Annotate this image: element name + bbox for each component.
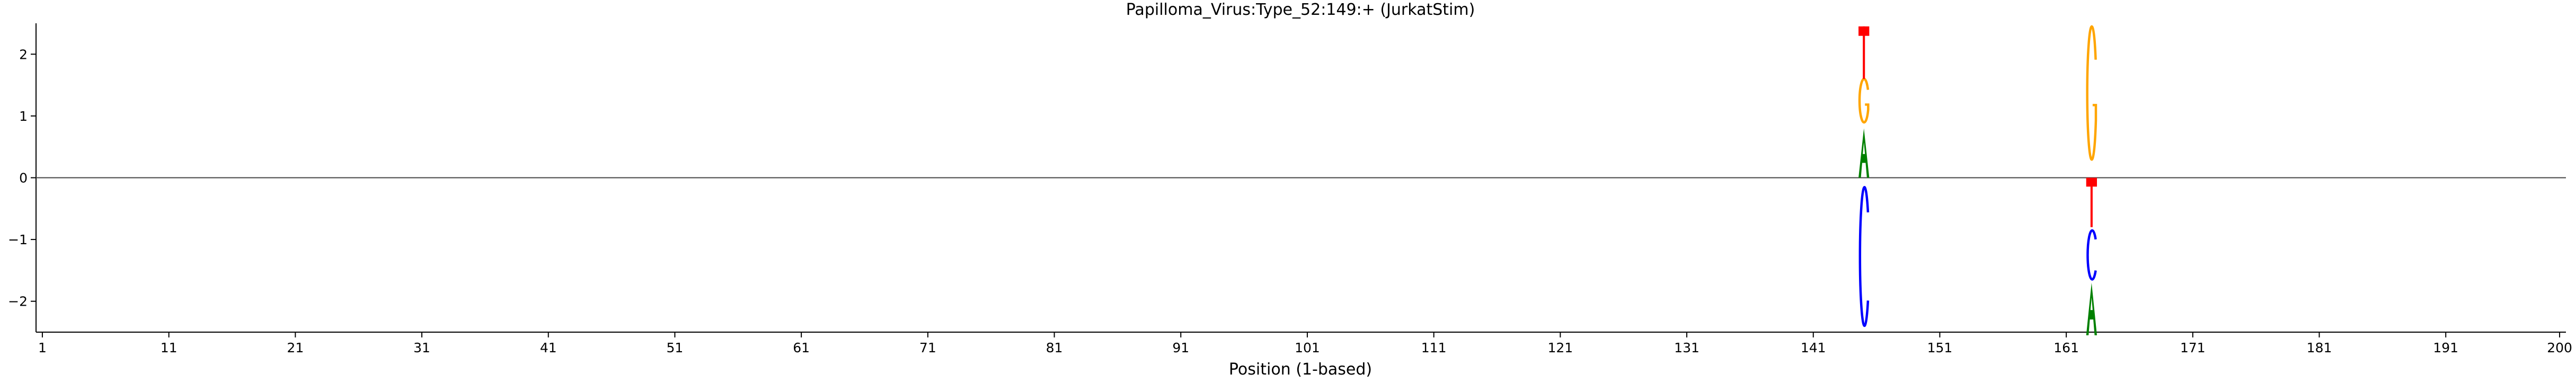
x-axis-label: Position (1-based)	[1229, 360, 1372, 379]
x-tick-label: 141	[1801, 340, 1826, 355]
x-tick-label: 181	[2307, 340, 2332, 355]
x-tick-label: 91	[1172, 340, 1189, 355]
x-tick-label: 41	[540, 340, 557, 355]
x-tick-label: 121	[1547, 340, 1573, 355]
x-tick-label: 81	[1046, 340, 1063, 355]
logo-letter-c	[2087, 230, 2095, 279]
x-tick-label: 171	[2180, 340, 2206, 355]
x-tick-label: 21	[287, 340, 304, 355]
x-tick-label: 71	[919, 340, 936, 355]
x-tick-label: 51	[667, 340, 684, 355]
y-tick-label: 1	[19, 109, 28, 124]
y-tick-label: 2	[19, 47, 28, 62]
logo-letter-t	[1858, 26, 1870, 79]
x-tick-label: 101	[1295, 340, 1320, 355]
x-tick-label: 111	[1421, 340, 1447, 355]
logo-letter-a	[1858, 128, 1870, 178]
x-tick-label: 1	[38, 340, 47, 355]
logo-letter-t	[2086, 177, 2097, 227]
x-tick-label: 191	[2433, 340, 2458, 355]
x-tick-label: 161	[2053, 340, 2079, 355]
x-tick-label: 151	[1927, 340, 1953, 355]
x-tick-label: 11	[161, 340, 178, 355]
x-tick-label: 131	[1674, 340, 1699, 355]
x-tick-label: 31	[413, 340, 430, 355]
y-tick-label: 0	[19, 171, 28, 186]
y-tick-label: −2	[8, 294, 28, 309]
x-tick-label: 200	[2547, 340, 2572, 355]
x-tick-label: 61	[793, 340, 810, 355]
y-tick-label: −1	[8, 232, 28, 247]
logo-letter-a	[2086, 282, 2097, 335]
logo-letter-c	[1860, 187, 1868, 326]
logo-letter-g	[1860, 79, 1868, 122]
logo-letter-g	[2087, 26, 2096, 159]
chart-title: Papilloma_Virus:Type_52:149:+ (JurkatSti…	[1126, 1, 1475, 19]
